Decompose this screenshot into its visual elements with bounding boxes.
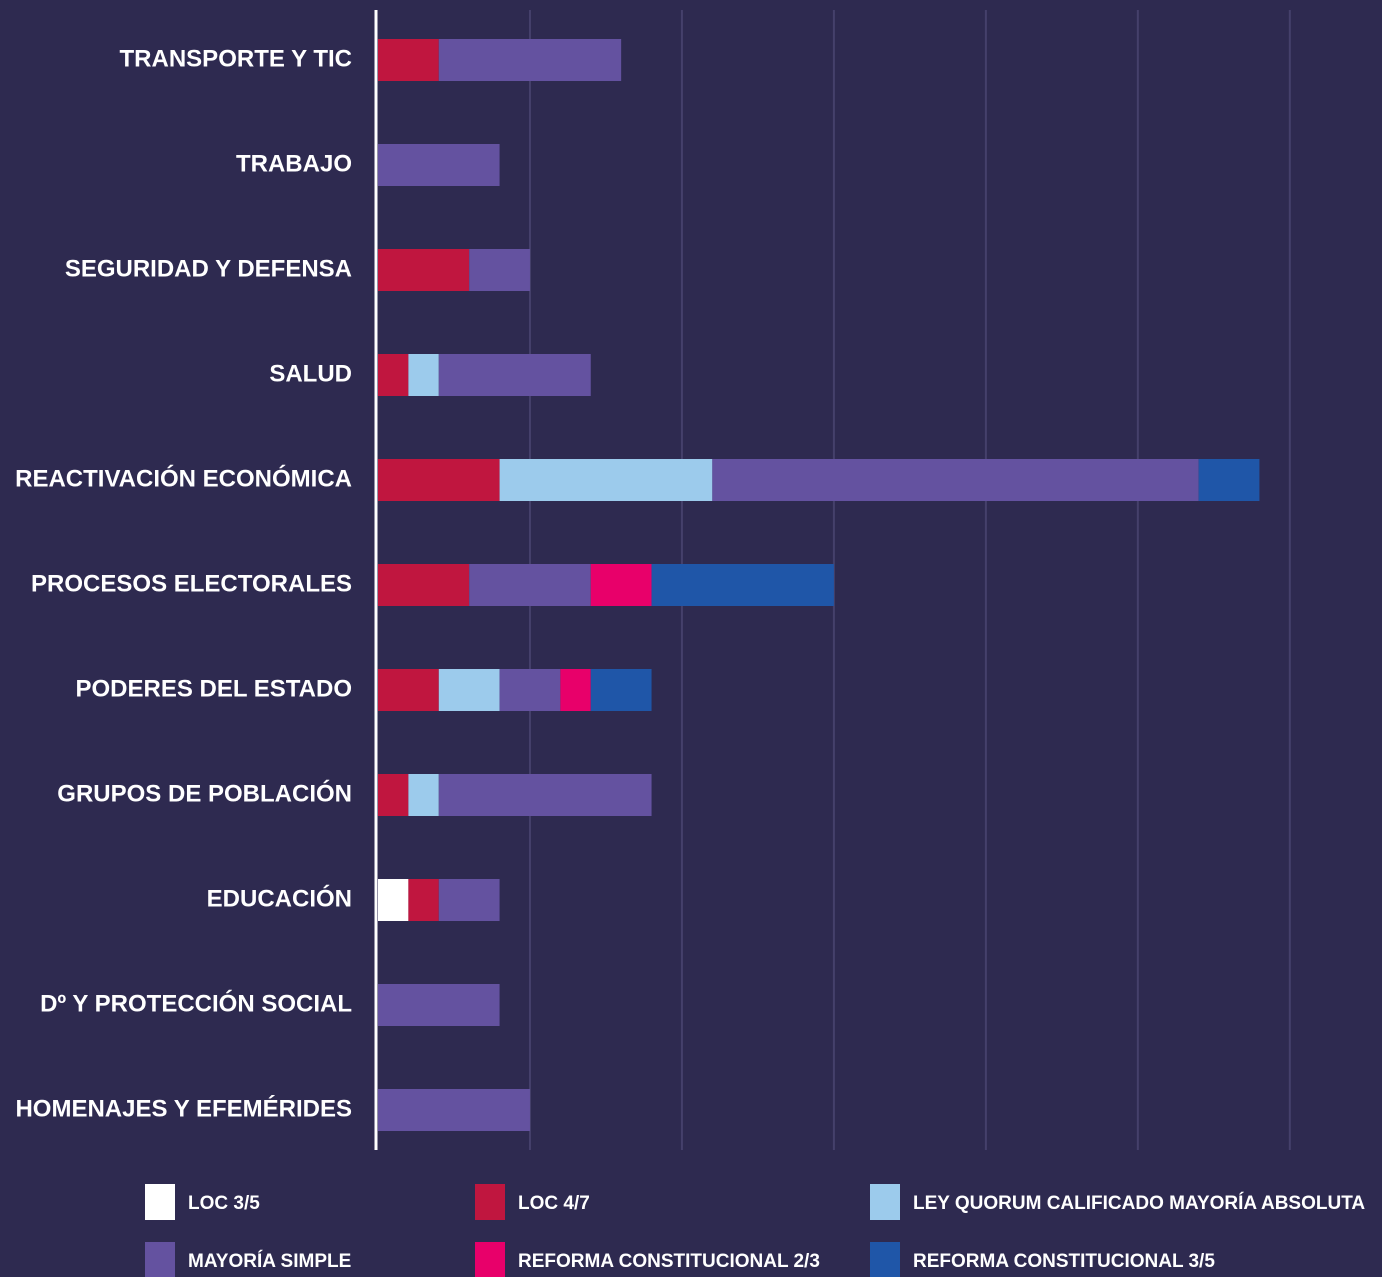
legend-swatch: [475, 1242, 505, 1277]
legend-label: REFORMA CONSTITUCIONAL 2/3: [518, 1251, 820, 1272]
legend-swatch: [145, 1184, 175, 1220]
bar-segment: [590, 564, 652, 606]
bar-segment: [378, 669, 439, 711]
legend-label: LOC 4/7: [518, 1193, 590, 1214]
bar-segment: [378, 774, 409, 816]
bar-segment: [651, 564, 834, 606]
bar-segment: [469, 564, 591, 606]
legend-label: MAYORÍA SIMPLE: [188, 1250, 351, 1272]
bar-segment: [378, 564, 470, 606]
bar-segment: [378, 1089, 530, 1131]
legend-swatch: [870, 1242, 900, 1277]
bar-segment: [438, 39, 622, 81]
bar-segment: [378, 354, 409, 396]
category-label: HOMENAJES Y EFEMÉRIDES: [15, 1094, 352, 1122]
bar-segment: [408, 774, 439, 816]
bar-segment: [438, 774, 652, 816]
legend-label: LEY QUORUM CALIFICADO MAYORÍA ABSOLUTA: [913, 1192, 1365, 1214]
category-label: REACTIVACIÓN ECONÓMICA: [15, 464, 352, 492]
bar-segment: [438, 669, 500, 711]
bar-segment: [378, 144, 500, 186]
bar-segment: [378, 879, 409, 921]
category-label: SALUD: [269, 360, 352, 387]
category-label: EDUCACIÓN: [207, 884, 352, 912]
category-label: PROCESOS ELECTORALES: [31, 570, 352, 597]
legend-swatch: [870, 1184, 900, 1220]
category-label: SEGURIDAD Y DEFENSA: [65, 255, 352, 282]
bar-segment: [408, 879, 439, 921]
category-label: PODERES DEL ESTADO: [76, 675, 353, 702]
bar-segment: [1198, 459, 1260, 501]
category-label: Dº Y PROTECCIÓN SOCIAL: [40, 989, 352, 1017]
bar-segment: [469, 249, 530, 291]
bar-segment: [712, 459, 1199, 501]
legend: LOC 3/5 LOC 4/7 LEY QUORUM CALIFICADO MAYO…: [145, 1184, 1365, 1277]
bar-segment: [560, 669, 591, 711]
category-label: GRUPOS DE POBLACIÓN: [57, 779, 352, 807]
category-label: TRANSPORTE Y TIC: [120, 45, 352, 72]
category-label: TRABAJO: [236, 150, 352, 177]
bar-segment: [438, 354, 591, 396]
bar-segment: [499, 669, 561, 711]
bar-segment: [378, 984, 500, 1026]
bar-segment: [438, 879, 500, 921]
bars: [378, 39, 1260, 1131]
bar-segment: [499, 459, 713, 501]
bar-segment: [378, 459, 500, 501]
legend-swatch: [475, 1184, 505, 1220]
legend-swatch: [145, 1242, 175, 1277]
bar-segment: [378, 39, 439, 81]
legend-label: REFORMA CONSTITUCIONAL 3/5: [913, 1251, 1215, 1272]
bar-segment: [378, 249, 470, 291]
legend-label: LOC 3/5: [188, 1193, 260, 1214]
bar-segment: [408, 354, 439, 396]
bar-segment: [590, 669, 652, 711]
